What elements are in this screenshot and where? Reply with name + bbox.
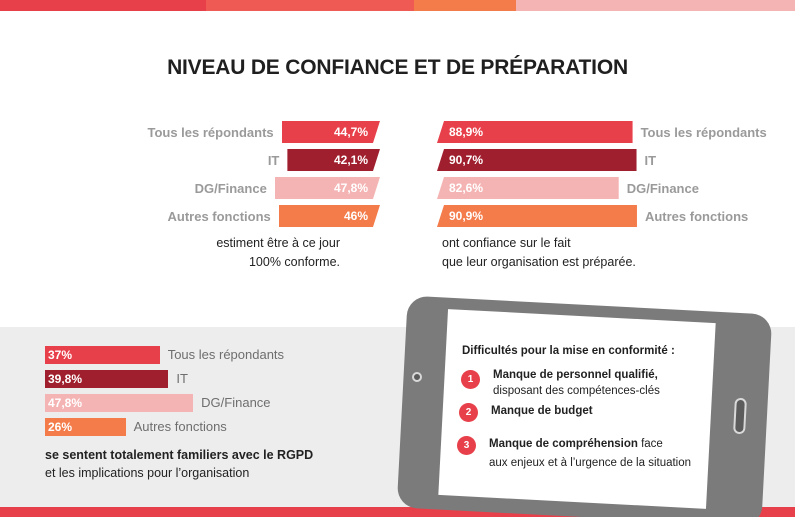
chart3-value-it: 39,8% <box>48 372 83 386</box>
chart2-bar-autres-fonctions <box>437 205 637 227</box>
chart1-label-it: IT <box>267 153 280 168</box>
chart3-value-tous-les-repondants: 37% <box>48 348 73 362</box>
bottom-color-bar <box>0 507 795 517</box>
chart3-label-tous-les-repondants: Tous les répondants <box>167 347 285 362</box>
chart1-bar-tous-les-repondants <box>282 121 380 143</box>
difficulty-1-line2: disposant des compétences-clés <box>493 385 660 397</box>
chart1-value-it: 42,1% <box>333 153 368 167</box>
chart2-caption-line1: ont confiance sur le fait <box>442 236 571 250</box>
difficulty-number-2: 2 <box>459 403 478 422</box>
difficulty-1-bold: Manque de personnel qualifié, <box>493 369 658 381</box>
chart3-bar-tous-les-repondants <box>45 346 160 364</box>
difficulty-2-bold: Manque de budget <box>491 405 593 417</box>
chart2-bar-dg-finance <box>437 177 619 199</box>
difficulty-3-line2: aux enjeux et à l’urgence de la situatio… <box>489 457 692 469</box>
chart1-value-tous-les-repondants: 44,7% <box>333 125 368 139</box>
chart2-caption: ont confiance sur le fait que leur organ… <box>442 234 702 272</box>
camera-icon <box>412 372 422 382</box>
chart3-value-dg-finance: 47,8% <box>48 396 83 410</box>
chart1-caption-line2: 100% conforme. <box>248 255 340 269</box>
chart1-bar-it <box>287 149 380 171</box>
chart2-value-it: 90,7% <box>449 153 484 167</box>
chart1-bar-dg-finance <box>275 177 380 199</box>
chart3-bar-dg-finance <box>45 394 194 412</box>
difficulty-2-line1: Manque de budget <box>491 405 593 417</box>
chart1-label-tous-les-repondants: Tous les répondants <box>147 125 274 140</box>
difficulty-1-line1: Manque de personnel qualifié, <box>493 369 658 381</box>
chart1-value-dg-finance: 47,8% <box>333 181 368 195</box>
chart2-value-autres-fonctions: 90,9% <box>449 209 484 223</box>
chart2-value-dg-finance: 82,6% <box>449 181 484 195</box>
difficulty-3-line1: Manque de compréhension face <box>489 438 663 450</box>
chart2-label-it: IT <box>644 153 657 168</box>
difficulty-number-1: 1 <box>461 370 480 389</box>
chart2-label-autres-fonctions: Autres fonctions <box>644 209 749 224</box>
chart3-value-autres-fonctions: 26% <box>48 420 73 434</box>
difficulty-3-bold: Manque de compréhension <box>489 438 638 450</box>
chart1-bar-autres-fonctions <box>279 205 380 227</box>
chart3-label-autres-fonctions: Autres fonctions <box>133 419 227 434</box>
chart2-bar-tous-les-repondants <box>437 121 633 143</box>
chart1-label-autres-fonctions: Autres fonctions <box>167 209 271 224</box>
chart2-bar-it <box>437 149 637 171</box>
chart3-label-it: IT <box>176 371 188 386</box>
chart2-value-tous-les-repondants: 88,9% <box>449 125 484 139</box>
difficulty-number-3: 3 <box>457 436 476 455</box>
chart1-value-autres-fonctions: 46% <box>343 209 368 223</box>
chart3-caption-bold: se sentent totalement familiers avec le … <box>45 448 314 462</box>
page-title: NIVEAU DE CONFIANCE ET DE PRÉPARATION <box>167 56 628 79</box>
difficulties-title: Difficultés pour la mise en conformité : <box>462 345 675 357</box>
top-color-bar <box>0 0 795 11</box>
chart2-caption-line2: que leur organisation est préparée. <box>442 255 636 269</box>
chart2-label-tous-les-repondants: Tous les répondants <box>640 125 767 140</box>
chart2-label-dg-finance: DG/Finance <box>626 181 699 196</box>
difficulty-3-rest: face <box>637 438 663 450</box>
chart3-bar-it <box>45 370 169 388</box>
chart1-label-dg-finance: DG/Finance <box>194 181 267 196</box>
chart1-caption: estiment être à ce jour 100% conforme. <box>170 234 340 272</box>
chart1-caption-line1: estiment être à ce jour <box>216 236 340 250</box>
chart3-caption: et les implications pour l’organisation <box>45 466 250 480</box>
chart3-label-dg-finance: DG/Finance <box>201 395 271 410</box>
chart3-bar-autres-fonctions <box>45 418 126 436</box>
home-button-icon <box>733 397 747 435</box>
